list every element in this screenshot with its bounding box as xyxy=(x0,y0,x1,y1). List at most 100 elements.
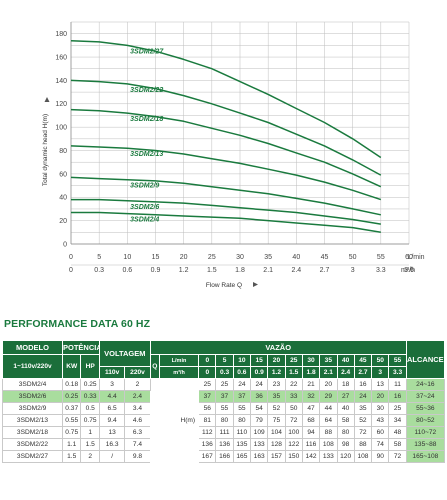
x-tick-label: 10 xyxy=(123,254,131,261)
v220-cell: 3.4 xyxy=(124,402,151,415)
table-row: 3SDM2/27 1.5 2/9.8 167 166 165 163 157 150 142 133… xyxy=(2,450,446,463)
flow-m3h-10: 3 xyxy=(371,366,390,379)
chart-curves: 3SDM2/27 3SDM2/22 3SDM2/18 3SDM2/13 3SDM2/9 3… xyxy=(70,39,382,234)
head-cell: 120 xyxy=(336,450,355,463)
header-kw: KW xyxy=(61,354,82,379)
flow-lmin-4: 20 xyxy=(267,354,286,367)
x2-tick-label: 2.4 xyxy=(291,267,301,274)
hp-cell: 1 xyxy=(80,426,100,439)
head-cell: 55 xyxy=(215,402,234,415)
head-cell: 37 xyxy=(232,390,252,403)
header-hp: HP xyxy=(80,354,100,379)
x-tick-label: 5 xyxy=(97,254,101,261)
head-cell: 128 xyxy=(267,438,286,451)
y-tick-label: 0 xyxy=(63,241,67,248)
table-row: 3SDM2/18 0.75 1 13 6.3 112 111 110 109 104 100 94 88… xyxy=(2,426,446,439)
head-cell: 33 xyxy=(284,390,303,403)
flow-m3h-1: 0.3 xyxy=(215,366,234,379)
head-cell: 13 xyxy=(371,378,390,391)
x-axis-arrow-icon xyxy=(253,282,258,287)
x2-unit-label: m³/h xyxy=(401,267,415,274)
head-cell: 29 xyxy=(319,390,338,403)
y-tick-label: 20 xyxy=(59,218,67,225)
header-v220: 220v xyxy=(124,366,151,379)
head-cell: 75 xyxy=(267,414,286,427)
head-cell: 163 xyxy=(250,450,269,463)
model-cell: 3SDM2/18 xyxy=(2,426,63,439)
hp-cell: 2 xyxy=(80,450,100,463)
x-tick-label: 40 xyxy=(292,254,300,261)
v220-cell: 9.8 xyxy=(124,450,151,463)
chart-ticks: 0204060801001201401601800050.3100.6150.9… xyxy=(55,31,414,274)
x2-tick-label: 2.7 xyxy=(320,267,330,274)
v110-cell: 9.4 xyxy=(98,414,126,427)
head-cell: 18 xyxy=(336,378,355,391)
head-cell: 74 xyxy=(371,438,390,451)
flow-lmin-0: 0 xyxy=(198,354,217,367)
v220-cell: 7.4 xyxy=(124,438,151,451)
alcance-cell: 37~24 xyxy=(405,390,446,403)
alcance-cell: 135~88 xyxy=(405,438,446,451)
head-cell: 72 xyxy=(353,426,373,439)
head-cell: 55 xyxy=(232,402,252,415)
x-tick-label: 20 xyxy=(180,254,188,261)
head-cell: 25 xyxy=(198,378,217,391)
x-tick-label: 55 xyxy=(377,254,385,261)
head-cell: 21 xyxy=(301,378,321,391)
x-tick-label: 0 xyxy=(69,254,73,261)
head-cell: 90 xyxy=(371,450,390,463)
header-modelo: MODELO xyxy=(2,340,63,355)
flow-lmin-6: 30 xyxy=(301,354,321,367)
head-cell: 72 xyxy=(284,414,303,427)
v220-cell: 6.3 xyxy=(124,426,151,439)
head-cell: 133 xyxy=(250,438,269,451)
head-cell: 35 xyxy=(267,390,286,403)
y-axis-title: Total dynamic head H(m) xyxy=(42,114,49,186)
head-cell: 37 xyxy=(198,390,217,403)
head-cell: 142 xyxy=(301,450,321,463)
flow-lmin-8: 40 xyxy=(336,354,355,367)
v110-cell: / xyxy=(98,450,126,463)
y-tick-label: 80 xyxy=(59,148,67,155)
head-cell: 56 xyxy=(198,402,217,415)
pump-curve-chart: 3SDM2/27 3SDM2/22 3SDM2/18 3SDM2/13 3SDM2/9 3… xyxy=(42,21,425,289)
head-cell: 22 xyxy=(284,378,303,391)
x2-tick-label: 0.3 xyxy=(94,267,104,274)
head-cell: 37 xyxy=(215,390,234,403)
head-cell: 80 xyxy=(215,414,234,427)
kw-cell: 0.55 xyxy=(61,414,82,427)
head-cell: 110 xyxy=(232,426,252,439)
flow-m3h-4: 1.2 xyxy=(267,366,286,379)
model-cell: 3SDM2/4 xyxy=(2,378,63,391)
header-voltagem: VOLTAGEM xyxy=(98,340,151,367)
head-cell: 80 xyxy=(336,426,355,439)
head-cell: 16 xyxy=(388,390,407,403)
x2-tick-label: 0.9 xyxy=(151,267,161,274)
alcance-cell: 80~52 xyxy=(405,414,446,427)
head-cell: 25 xyxy=(388,402,407,415)
head-cell: 122 xyxy=(284,438,303,451)
flow-m3h-7: 2.1 xyxy=(319,366,338,379)
x2-tick-label: 3 xyxy=(351,267,355,274)
flow-lmin-10: 50 xyxy=(371,354,390,367)
header-model-voltage: 1~110v/220v xyxy=(2,354,63,379)
head-cell: 50 xyxy=(284,402,303,415)
head-cell: 94 xyxy=(301,426,321,439)
y-tick-label: 100 xyxy=(55,125,67,132)
x-unit-label: L/min xyxy=(407,254,424,261)
series-label: 3SDM2/22 xyxy=(130,87,163,94)
v110-cell: 6.5 xyxy=(98,402,126,415)
hp-cell: 0.25 xyxy=(80,378,100,391)
head-cell: 136 xyxy=(198,438,217,451)
head-cell: 35 xyxy=(353,402,373,415)
series-line-3sdm2-13 xyxy=(70,145,382,201)
kw-cell: 0.25 xyxy=(61,390,82,403)
head-cell: 72 xyxy=(388,450,407,463)
head-cell: 135 xyxy=(232,438,252,451)
x-tick-label: 25 xyxy=(208,254,216,261)
y-tick-label: 160 xyxy=(55,54,67,61)
head-cell: 104 xyxy=(267,426,286,439)
table-row: 3SDM2/13 0.55 0.75 9.4 4.6 81 80 80 79 75 72 68 64 58… xyxy=(2,414,446,427)
head-cell: 24 xyxy=(353,390,373,403)
x2-tick-label: 0 xyxy=(69,267,73,274)
